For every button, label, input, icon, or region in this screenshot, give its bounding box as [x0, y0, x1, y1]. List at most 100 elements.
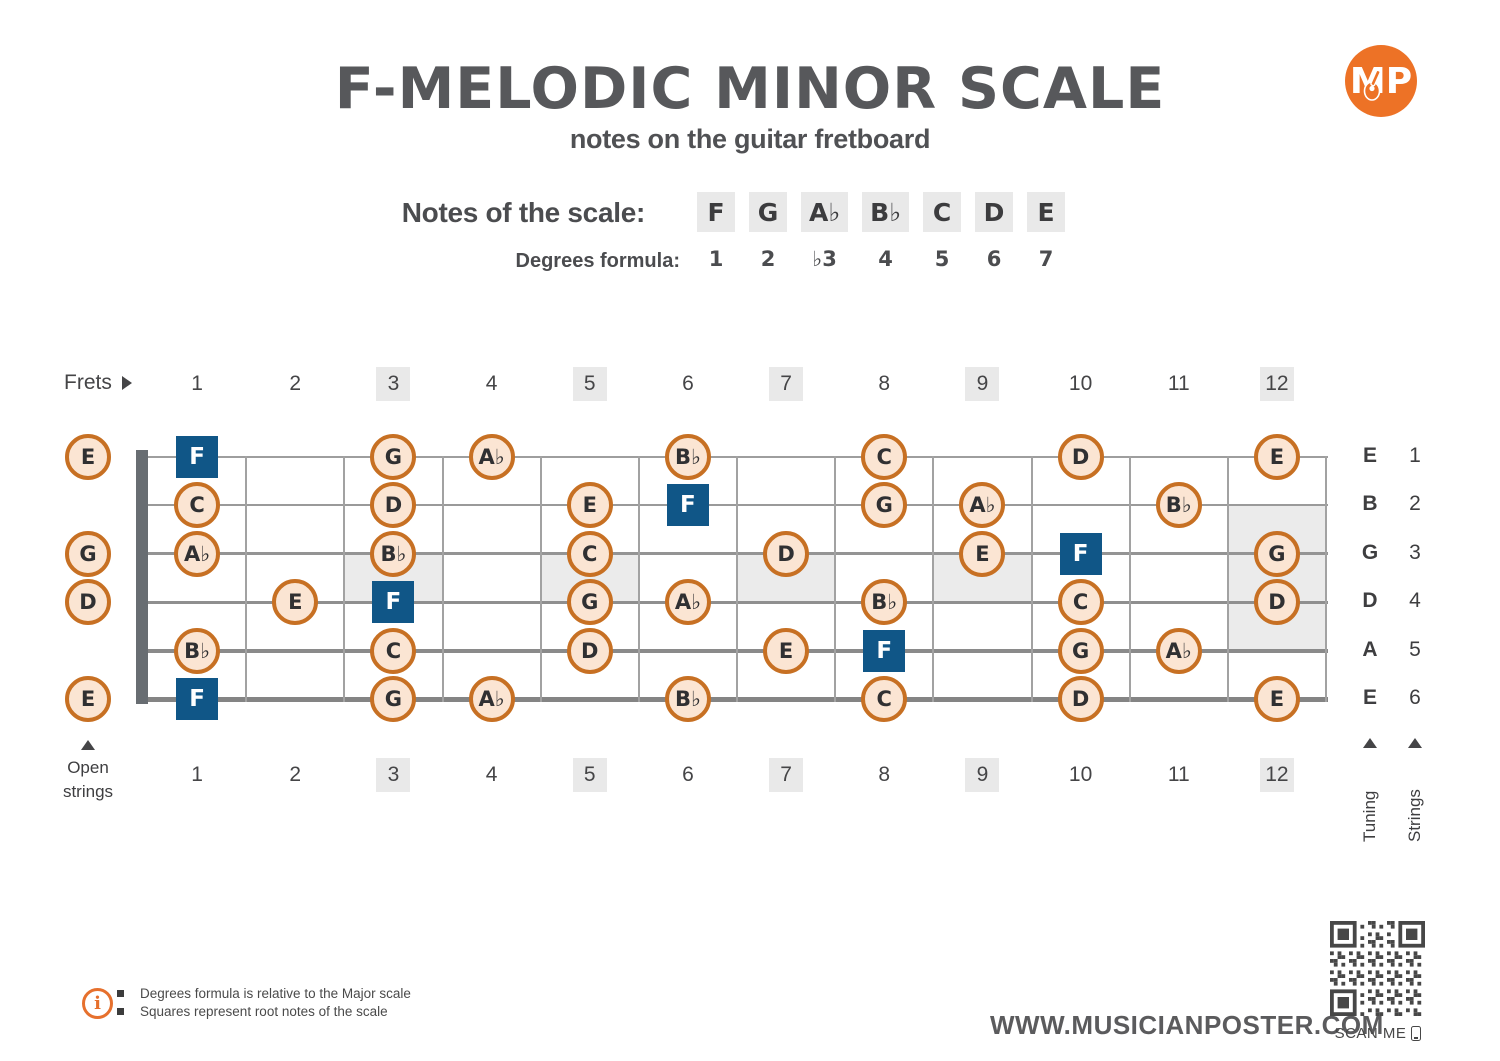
fret-number-bottom: 8	[878, 763, 891, 786]
scale-note-box: A♭	[801, 192, 849, 232]
fret-number-top: 10	[1068, 372, 1093, 395]
fret-number-bottom: 10	[1068, 763, 1093, 786]
fret-number-top: 9	[965, 367, 1000, 401]
frets-label: Frets	[64, 371, 132, 395]
scale-note-circle: A♭	[1155, 627, 1202, 674]
fret-number-bottom: 4	[485, 763, 498, 786]
fret-wire	[736, 456, 738, 702]
qr-code	[1330, 921, 1425, 1016]
scale-note-circle: E	[959, 530, 1006, 577]
string-number: 6	[1409, 686, 1421, 709]
scale-note-circle: B♭	[861, 579, 908, 626]
scale-note-circle: B♭	[370, 530, 417, 577]
fret-wire	[1226, 456, 1229, 702]
fret-number-bottom: 5	[572, 758, 607, 792]
open-strings-label: Open	[67, 758, 109, 777]
fret-number-bottom: 7	[769, 758, 804, 792]
page-title: F-MELODIC MINOR SCALE	[334, 56, 1166, 122]
fret-number-top: 3	[376, 367, 411, 401]
root-note-square: F	[863, 629, 906, 672]
string-number: 1	[1409, 444, 1421, 467]
fret-number-bottom: 2	[289, 763, 302, 786]
string-number: 3	[1409, 540, 1421, 564]
scale-note-column: B♭ 4	[862, 192, 909, 271]
string-number: 5	[1409, 637, 1421, 661]
info-icon-glyph: i	[94, 993, 101, 1014]
string-number: 4	[1409, 589, 1421, 613]
disclaimer-row: Squares represent root notes of the scal…	[117, 1004, 411, 1019]
fret-number-bottom: 9	[965, 758, 1000, 792]
scale-degree: 6	[986, 247, 1002, 271]
scale-note-circle: A♭	[468, 676, 515, 722]
scale-note-box: E	[1027, 192, 1065, 232]
fret-number-bottom: 12	[1259, 758, 1294, 792]
disclaimer-row: Degrees formula is relative to the Major…	[117, 986, 411, 1001]
tuning-letter: E	[1362, 686, 1377, 709]
scale-note-circle: E	[272, 579, 319, 626]
root-note-square: F	[176, 678, 219, 720]
scale-note-circle: G	[861, 482, 908, 529]
open-string-note: E	[65, 434, 111, 480]
scale-degree: ♭3	[812, 247, 837, 271]
fret-wire	[245, 456, 248, 702]
degrees-formula-label: Degrees formula:	[515, 250, 681, 272]
scale-note-circle: B♭	[1155, 482, 1202, 529]
fret-wire	[1128, 456, 1131, 702]
scale-note-circle: G	[566, 579, 613, 626]
guitar-string	[148, 456, 1328, 458]
fret-number-top: 12	[1259, 367, 1294, 401]
bullet-square-icon	[117, 1008, 124, 1015]
scale-note-circle: E	[1253, 434, 1300, 480]
strings-vertical-label: Strings	[1405, 789, 1424, 842]
page-subtitle: notes on the guitar fretboard	[569, 124, 931, 154]
scale-note-circle: B♭	[174, 627, 221, 674]
fret-number-top: 1	[191, 372, 203, 395]
bullet-square-icon	[117, 990, 124, 997]
scale-note-circle: C	[861, 676, 908, 722]
fret-marker-inlay	[1227, 505, 1326, 651]
guitar-string	[148, 696, 1328, 702]
scale-note-circle: C	[174, 482, 221, 529]
disclaimer-list: Degrees formula is relative to the Major…	[117, 986, 411, 1019]
scale-note-circle: G	[370, 676, 417, 722]
scale-note-circle: D	[1057, 434, 1104, 480]
guitar-string	[148, 600, 1328, 604]
fret-number-bottom: 6	[682, 763, 694, 786]
scale-note-circle: E	[763, 627, 810, 674]
disclaimer-text: Degrees formula is relative to the Major…	[140, 986, 411, 1001]
scale-notes-row: F 1 G 2 A♭ ♭3 B♭ 4 C 5 D 6 E 7	[697, 192, 1065, 271]
scale-note-circle: D	[370, 482, 417, 529]
fret-number-bottom: 1	[191, 763, 203, 786]
disclaimer-text: Squares represent root notes of the scal…	[140, 1004, 388, 1019]
scale-degree: 4	[878, 247, 893, 271]
fret-wire	[932, 456, 935, 702]
scale-note-circle: A♭	[959, 482, 1006, 529]
fret-number-bottom: 3	[376, 758, 411, 792]
fret-number-top: 8	[878, 372, 891, 395]
fret-number-top: 7	[769, 367, 804, 401]
scan-me-label: SCAN ME	[1318, 1025, 1438, 1042]
tuning-letter: D	[1362, 589, 1378, 613]
fret-wire	[834, 456, 837, 702]
musicianposter-logo-icon: MP	[1344, 44, 1418, 118]
fret-number-top: 5	[572, 367, 607, 401]
guitar-string	[148, 648, 1328, 653]
scale-note-circle: C	[861, 434, 908, 480]
scale-note-circle: C	[1057, 579, 1104, 626]
scale-note-circle: E	[566, 482, 613, 529]
scale-note-circle: D	[566, 627, 613, 674]
phone-icon	[1411, 1026, 1422, 1041]
scale-note-circle: B♭	[664, 676, 711, 722]
scale-degree: 1	[708, 247, 724, 271]
scale-note-circle: B♭	[664, 434, 711, 480]
open-string-note: G	[65, 530, 111, 577]
frets-label-text: Frets	[64, 371, 112, 394]
notes-of-scale-label: Notes of the scale:	[401, 197, 646, 228]
fret-wire	[343, 456, 346, 702]
root-note-square: F	[666, 484, 709, 527]
fret-number-top: 2	[289, 372, 302, 395]
scale-note-box: G	[749, 192, 787, 232]
